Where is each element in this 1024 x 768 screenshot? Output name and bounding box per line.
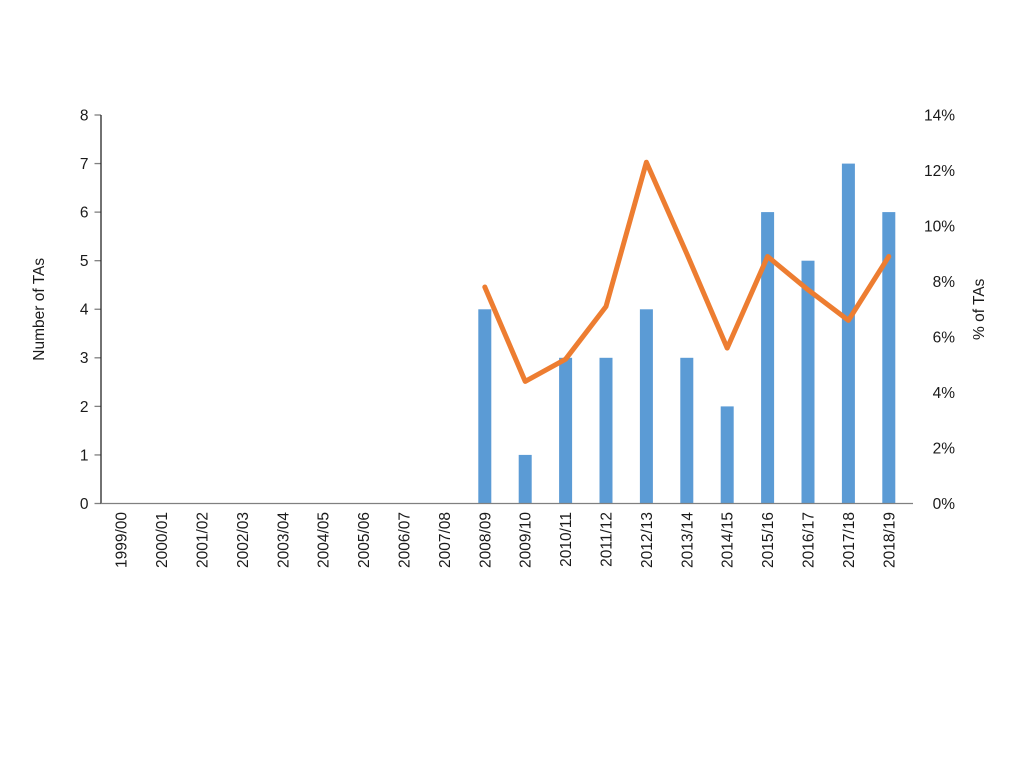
x-tick-label-2008/09: 2008/09 (477, 512, 494, 568)
bar-2011/12 (599, 357, 613, 504)
y-right-tick-label: 4% (933, 385, 956, 402)
pct-of-tas-line (482, 159, 892, 384)
x-tick-label-2005/06: 2005/06 (356, 512, 373, 568)
y-left-tick-label: 7 (80, 156, 89, 173)
bar-2017/18 (841, 163, 855, 504)
y-left-tick-label: 1 (80, 447, 89, 464)
x-tick-label-2000/01: 2000/01 (154, 512, 171, 568)
x-tick-label-2014/15: 2014/15 (720, 512, 737, 568)
y-left-tick-label: 4 (80, 302, 89, 319)
x-tick-label-2002/03: 2002/03 (235, 512, 252, 568)
y-right-tick-label: 14% (924, 107, 955, 124)
y-left-tick-label: 3 (80, 350, 89, 367)
left-axis-title: Number of TAs (31, 258, 48, 361)
bar-2015/16 (761, 212, 775, 504)
bar-2012/13 (639, 309, 653, 504)
x-tick-label-2007/08: 2007/08 (437, 512, 454, 568)
x-tick-label-2001/02: 2001/02 (195, 512, 212, 568)
x-tick-label-2018/19: 2018/19 (881, 512, 898, 568)
y-right-tick-label: 12% (924, 163, 955, 180)
y-right-tick-label: 0% (933, 496, 956, 513)
right-axis-title: % of TAs (971, 278, 988, 340)
x-tick-label-2017/18: 2017/18 (841, 512, 858, 568)
x-tick-label-2009/10: 2009/10 (518, 512, 535, 568)
y-right-tick-label: 8% (933, 274, 956, 291)
x-tick-label-2003/04: 2003/04 (275, 512, 292, 568)
x-tick-label-2011/12: 2011/12 (599, 512, 616, 567)
bar-2010/11 (559, 357, 573, 504)
bar-2016/17 (801, 260, 815, 504)
bar-2009/10 (518, 454, 532, 504)
y-left-tick-label: 0 (80, 496, 89, 513)
y-right-tick-label: 2% (933, 440, 956, 457)
bar-2013/14 (680, 357, 694, 504)
x-tick-label-2012/13: 2012/13 (639, 512, 656, 568)
bar-2018/19 (882, 212, 896, 504)
x-tick-label-1999/00: 1999/00 (114, 512, 131, 568)
x-tick-label-2006/07: 2006/07 (397, 512, 414, 568)
x-tick-label-2010/11: 2010/11 (558, 512, 575, 567)
y-left-tick-label: 5 (80, 253, 89, 270)
x-tick-label-2004/05: 2004/05 (316, 512, 333, 568)
y-left-tick-label: 2 (80, 399, 89, 416)
x-tick-label-2016/17: 2016/17 (801, 512, 818, 568)
bar-2014/15 (720, 406, 734, 504)
y-right-tick-label: 6% (933, 329, 956, 346)
bar-2008/09 (478, 309, 492, 504)
x-tick-label-2013/14: 2013/14 (679, 512, 696, 568)
y-left-tick-label: 8 (80, 107, 89, 124)
y-left-tick-label: 6 (80, 205, 89, 222)
y-right-tick-label: 10% (924, 218, 955, 235)
x-tick-label-2015/16: 2015/16 (760, 512, 777, 568)
